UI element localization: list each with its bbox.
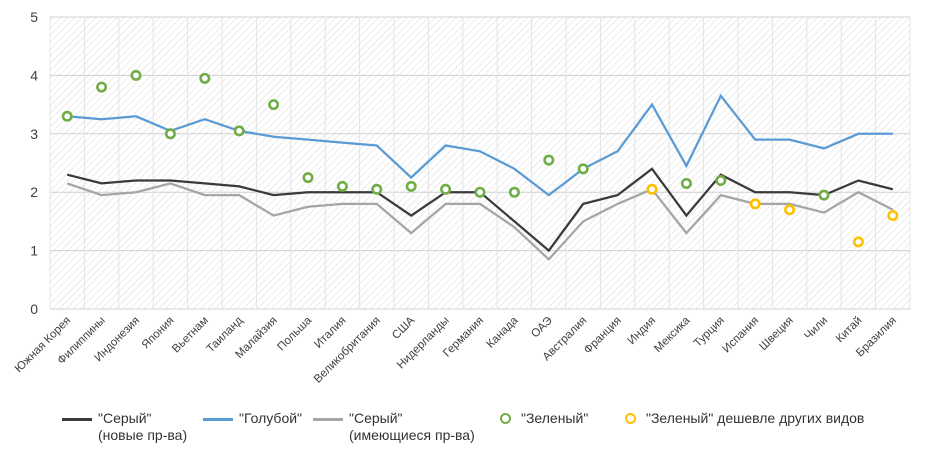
- x-tick-label: Чили: [802, 315, 830, 343]
- legend-marker-green: [500, 413, 511, 424]
- legend-item-green: "Зеленый": [500, 410, 588, 427]
- legend-item-green-cheaper: "Зеленый" дешевле других видов: [625, 410, 864, 427]
- marker-point: [164, 128, 176, 140]
- marker-point: [61, 110, 73, 122]
- legend-item-grey-existing: "Серый" (имеющиеся пр-ва): [313, 410, 475, 444]
- marker-point: [199, 72, 211, 84]
- x-tick-label: Швеция: [757, 315, 795, 353]
- marker-point: [784, 204, 796, 216]
- marker-point: [405, 180, 417, 192]
- marker-point: [336, 180, 348, 192]
- legend-line-grey-new: [62, 418, 92, 421]
- legend: "Серый" (новые пр-ва) "Голубой" "Серый" …: [0, 400, 927, 460]
- x-tick-label: Польша: [275, 314, 314, 353]
- marker-point: [302, 172, 314, 184]
- y-tick-label: 5: [30, 9, 38, 25]
- marker-point: [543, 154, 555, 166]
- y-tick-label: 4: [30, 67, 38, 83]
- x-tick-label: Канада: [484, 314, 520, 350]
- x-tick-label: Индия: [626, 315, 659, 348]
- legend-label-grey-existing-2: (имеющиеся пр-ва): [349, 427, 475, 443]
- legend-label-green: "Зеленый": [521, 410, 589, 426]
- legend-marker-green-cheaper: [625, 413, 636, 424]
- marker-point: [749, 198, 761, 210]
- series-line-1: [67, 93, 893, 197]
- marker-point: [715, 175, 727, 187]
- plot-area: [50, 17, 910, 309]
- marker-point: [887, 210, 899, 222]
- marker-point: [508, 186, 520, 198]
- marker-point: [233, 125, 245, 137]
- x-tick-label: Франция: [582, 315, 624, 357]
- legend-label-grey-new-1: "Серый": [98, 410, 152, 426]
- x-tick-label: Испания: [721, 315, 762, 356]
- x-tick-label: Китай: [834, 315, 864, 345]
- marker-point: [440, 183, 452, 195]
- y-tick-label: 2: [30, 184, 38, 200]
- marker-point: [680, 177, 692, 189]
- chart: 0 1 2 3 4 5 Южная КореяФилиппиныИндонезияЯпон…: [13, 9, 911, 386]
- legend-item-grey-new: "Серый" (новые пр-ва): [62, 410, 187, 444]
- marker-point: [577, 163, 589, 175]
- legend-line-blue: [203, 418, 233, 421]
- y-axis: 0 1 2 3 4 5: [30, 9, 38, 317]
- y-tick-label: 0: [30, 301, 38, 317]
- x-axis: Южная КореяФилиппиныИндонезияЯпонияВьетн…: [13, 314, 899, 385]
- legend-item-blue: "Голубой": [203, 410, 302, 427]
- x-tick-label: Вьетнам: [170, 315, 211, 356]
- marker-point: [474, 186, 486, 198]
- series-markers: [61, 69, 899, 248]
- marker-point: [268, 99, 280, 111]
- x-tick-label: Мексика: [652, 314, 693, 355]
- marker-point: [96, 81, 108, 93]
- marker-point: [130, 69, 142, 81]
- y-tick-label: 3: [30, 126, 38, 142]
- x-tick-label: США: [390, 314, 417, 341]
- legend-label-blue: "Голубой": [239, 410, 303, 426]
- marker-point: [852, 236, 864, 248]
- legend-label-green-cheaper: "Зеленый" дешевле других видов: [646, 410, 865, 426]
- x-tick-label: ОАЭ: [529, 315, 555, 341]
- y-tick-label: 1: [30, 243, 38, 259]
- legend-label-grey-existing-1: "Серый": [349, 410, 403, 426]
- legend-label-grey-new-2: (новые пр-ва): [98, 427, 188, 443]
- legend-line-grey-existing: [313, 418, 343, 421]
- marker-point: [646, 183, 658, 195]
- x-tick-label: Великобритания: [312, 315, 383, 386]
- marker-point: [818, 189, 830, 201]
- marker-point: [371, 183, 383, 195]
